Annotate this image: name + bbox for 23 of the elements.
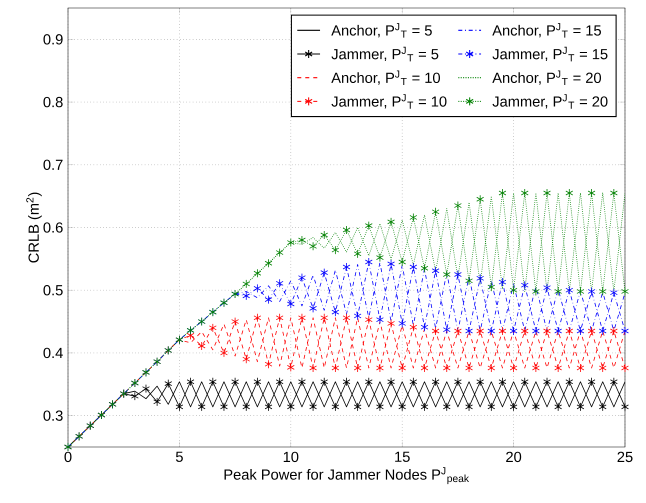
y-tick-label: 0.5 bbox=[43, 285, 63, 296]
legend-label: Jammer, P$^{J}$$_{T}$ = 5 bbox=[331, 46, 438, 62]
legend-label: Jammer, P$^{J}$$_{T}$ = 20 bbox=[492, 94, 608, 109]
y-tick-label: 0.9 bbox=[43, 34, 63, 45]
x-tick-label: 15 bbox=[395, 452, 410, 462]
x-tick-label: 25 bbox=[618, 452, 633, 462]
legend-label: Anchor, P$^{J}$$_{T}$ = 20 bbox=[492, 70, 602, 86]
legend-label: Jammer, P$^{J}$$_{T}$ = 10 bbox=[331, 94, 446, 109]
y-axis-title: CRLB (m$^{2}$) bbox=[26, 192, 42, 263]
x-tick-label: 20 bbox=[506, 452, 522, 462]
y-tick-label: 0.7 bbox=[43, 160, 63, 170]
y-tick-label: 0.4 bbox=[43, 348, 63, 358]
legend-label: Jammer, P$^{J}$$_{T}$ = 15 bbox=[492, 46, 608, 62]
x-tick-label: 10 bbox=[284, 452, 298, 462]
legend-label: Anchor, P$^{J}$$_{T}$ = 5 bbox=[331, 23, 432, 38]
y-tick-label: 0.8 bbox=[43, 96, 63, 108]
y-tick-label: 0.3 bbox=[43, 410, 63, 421]
legend-label: Anchor, P$^{J}$$_{T}$ = 10 bbox=[331, 70, 440, 86]
legend-label: Anchor, P$^{J}$$_{T}$ = 15 bbox=[492, 23, 601, 38]
y-tick-label: 0.6 bbox=[43, 222, 63, 233]
x-axis-title: Peak Power for Jammer Nodes P$^{J}$peak bbox=[224, 467, 470, 484]
x-tick-label: 5 bbox=[176, 452, 183, 462]
x-tick-label: 0 bbox=[64, 452, 72, 462]
